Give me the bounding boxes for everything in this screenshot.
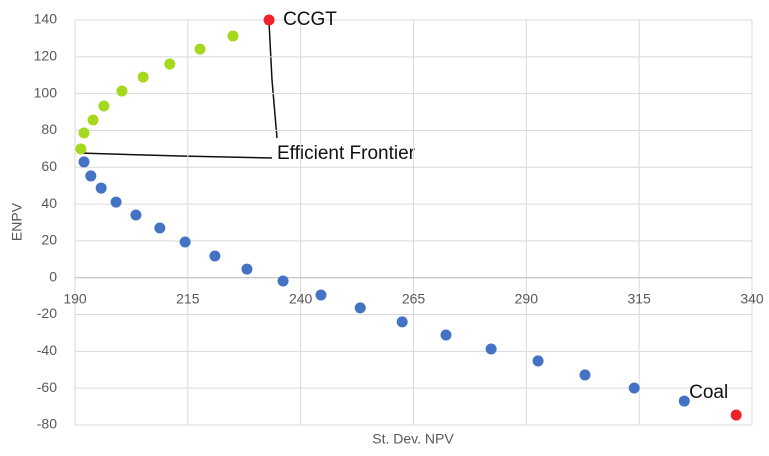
- y-tick-label: 140: [34, 11, 58, 27]
- x-axis-label: St. Dev. NPV: [372, 431, 454, 447]
- x-tick-label: 215: [176, 290, 200, 306]
- point: [730, 409, 742, 421]
- point: [164, 58, 176, 70]
- point: [130, 209, 142, 221]
- y-tick-label: 40: [41, 195, 57, 211]
- y-tick-label: -40: [37, 342, 57, 358]
- x-tick-label: 290: [515, 290, 539, 306]
- point: [532, 355, 544, 367]
- y-tick-label: -20: [37, 305, 57, 321]
- point: [241, 263, 253, 275]
- point: [87, 114, 99, 126]
- y-tick-label: 20: [41, 232, 57, 248]
- point: [98, 100, 110, 112]
- point: [154, 222, 166, 234]
- x-tick-label: 240: [289, 290, 313, 306]
- point: [110, 196, 122, 208]
- x-tick-label: 315: [627, 290, 651, 306]
- y-axis-label: ENPV: [9, 202, 25, 241]
- frontier-connector: [77, 152, 273, 159]
- point: [78, 127, 90, 139]
- y-tick-label: 0: [49, 268, 57, 284]
- point: [396, 316, 408, 328]
- point: [579, 369, 591, 381]
- y-tick-label: 100: [34, 84, 58, 100]
- point: [194, 43, 206, 55]
- ccgt-connector: [268, 21, 278, 139]
- point: [116, 85, 128, 97]
- y-tick-label: 60: [41, 158, 57, 174]
- point: [277, 275, 289, 287]
- y-tick-label: 80: [41, 121, 57, 137]
- x-tick-label: 190: [63, 290, 87, 306]
- point: [263, 14, 275, 26]
- point: [315, 289, 327, 301]
- x-tick-label: 265: [402, 290, 426, 306]
- point: [209, 250, 221, 262]
- y-tick-label: 120: [34, 48, 58, 64]
- y-tick-label: -60: [37, 379, 57, 395]
- x-tick-label: 340: [740, 290, 764, 306]
- point: [628, 382, 640, 394]
- point-label: CCGT: [283, 9, 337, 30]
- point: [85, 170, 97, 182]
- point: [75, 143, 87, 155]
- point: [485, 343, 497, 355]
- point: [179, 236, 191, 248]
- point: [137, 71, 149, 83]
- point: [78, 156, 90, 168]
- y-tick-label: -80: [37, 416, 57, 432]
- point: [95, 182, 107, 194]
- point: [440, 329, 452, 341]
- point: [354, 302, 366, 314]
- point-label: Coal: [689, 382, 728, 403]
- point: [678, 395, 690, 407]
- point: [227, 30, 239, 42]
- annotation: Efficient Frontier: [277, 143, 416, 164]
